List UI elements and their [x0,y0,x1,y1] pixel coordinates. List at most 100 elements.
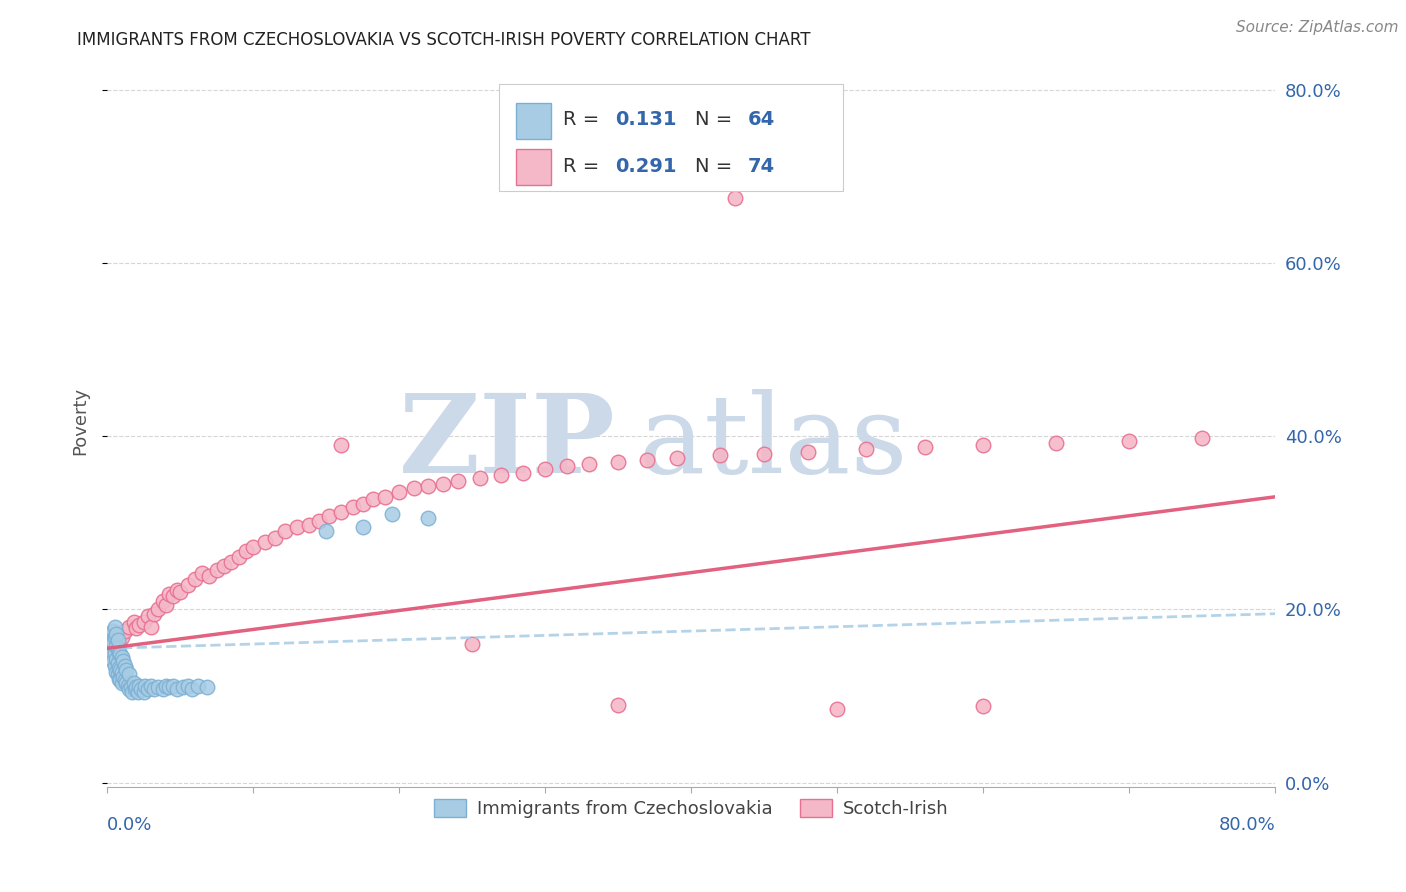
Point [855,442,877,457]
Point [342,500,364,515]
Point [228,550,250,565]
Point [176,679,198,693]
Point [162,590,184,604]
Point [195,681,218,695]
Point [121,684,143,698]
Point [148,681,170,695]
Point [221,555,243,569]
Point [157,681,180,695]
Text: IMMIGRANTS FROM CZECHOSLOVAKIA VS SCOTCH-IRISH POVERTY CORRELATION CHART: IMMIGRANTS FROM CZECHOSLOVAKIA VS SCOTCH… [77,31,811,49]
Point [298,517,321,532]
Point [107,641,129,656]
Point [100,628,122,642]
Point [1191,431,1213,445]
Point [128,679,150,693]
Point [101,654,124,668]
Point [118,681,141,696]
Point [329,438,352,452]
Point [381,507,404,521]
Point [104,658,127,673]
Point [253,534,276,549]
Point [198,569,221,583]
Point [825,702,848,716]
Point [139,679,162,693]
Point [418,479,440,493]
Point [111,676,134,690]
FancyBboxPatch shape [516,149,551,186]
Point [110,648,132,662]
Point [124,681,146,696]
Point [709,448,731,462]
Point [607,698,630,712]
Point [242,540,264,554]
Point [118,667,141,681]
Legend: Immigrants from Czechoslovakia, Scotch-Irish: Immigrants from Czechoslovakia, Scotch-I… [426,792,956,825]
Point [468,471,491,485]
Y-axis label: Poverty: Poverty [72,387,89,455]
Point [100,648,122,662]
Text: R =: R = [562,110,605,129]
Point [361,491,384,506]
Point [136,681,159,696]
Point [112,670,135,684]
Point [1118,434,1140,448]
Point [129,681,152,696]
Point [104,630,127,644]
Point [274,524,297,539]
Point [665,450,688,465]
Point [636,453,658,467]
Point [155,679,177,693]
Point [115,676,138,690]
Point [112,654,135,668]
Point [447,474,470,488]
Point [972,699,994,714]
Text: R =: R = [562,157,605,176]
Point [169,585,191,599]
Point [534,462,557,476]
Point [108,672,131,686]
Text: N =: N = [695,157,738,176]
Point [162,679,184,693]
Text: 74: 74 [748,157,775,176]
Point [157,587,180,601]
Point [166,583,188,598]
Point [105,665,128,679]
Point [374,490,396,504]
Text: Source: ZipAtlas.com: Source: ZipAtlas.com [1236,20,1399,35]
Point [108,635,131,649]
Point [104,632,127,647]
Point [797,444,820,458]
Point [105,639,128,653]
Point [107,632,129,647]
Point [607,455,630,469]
Point [122,615,145,630]
Point [155,598,177,612]
Point [118,620,141,634]
Point [111,665,134,679]
Point [187,679,209,693]
Point [418,511,440,525]
Point [172,681,194,695]
Point [143,681,166,696]
Point [108,661,131,675]
Point [110,626,132,640]
Point [914,440,936,454]
Point [115,663,138,677]
Point [105,652,128,666]
Point [235,543,257,558]
Point [110,663,132,677]
Point [318,508,340,523]
Point [101,635,124,649]
Point [308,514,330,528]
Point [491,468,513,483]
Point [107,628,129,642]
Point [105,639,128,653]
Point [264,532,287,546]
Point [555,459,578,474]
Point [114,624,136,638]
Point [352,497,374,511]
FancyBboxPatch shape [516,103,551,139]
Point [152,681,174,696]
Point [125,622,148,636]
Point [352,520,374,534]
